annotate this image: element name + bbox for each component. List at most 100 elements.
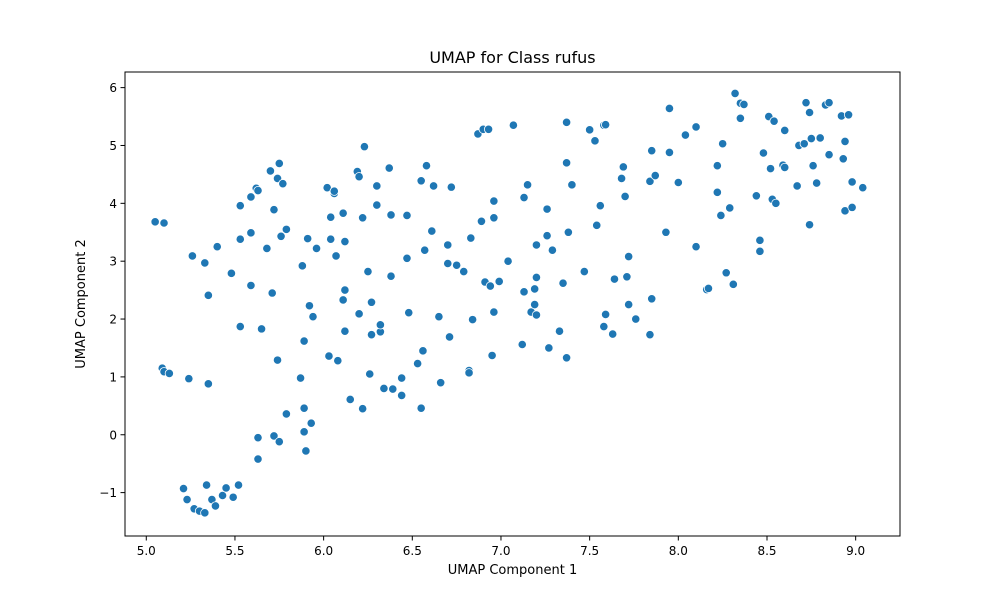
data-point xyxy=(718,139,728,149)
data-point xyxy=(269,431,279,441)
data-point xyxy=(366,297,377,307)
data-point xyxy=(372,181,382,191)
data-point xyxy=(661,227,671,237)
data-point xyxy=(226,268,237,278)
data-point xyxy=(673,177,683,188)
x-tick-label: 6.0 xyxy=(314,544,333,558)
data-point xyxy=(201,480,212,490)
data-point xyxy=(274,437,284,447)
data-point xyxy=(331,251,341,261)
data-point xyxy=(542,231,552,241)
data-point xyxy=(476,216,487,226)
data-point xyxy=(262,243,272,254)
data-point xyxy=(402,253,412,263)
y-tick-label: 1 xyxy=(109,370,117,384)
data-point xyxy=(379,383,389,394)
data-point xyxy=(443,240,453,250)
data-point xyxy=(466,233,476,243)
data-point xyxy=(544,343,554,353)
data-point xyxy=(563,227,573,237)
data-point xyxy=(483,124,494,134)
data-point xyxy=(519,287,529,297)
data-point xyxy=(187,251,197,261)
data-point xyxy=(771,198,781,208)
data-point xyxy=(601,120,611,130)
x-axis: 5.0 5.5 6.0 6.5 7.0 7.5 8.0 8.5 9.0 xyxy=(137,536,865,558)
y-tick-label: 5 xyxy=(109,139,117,153)
data-point xyxy=(326,212,336,222)
data-point xyxy=(780,162,790,173)
data-point xyxy=(311,243,322,254)
data-point xyxy=(354,172,364,182)
data-point xyxy=(579,266,589,277)
data-point xyxy=(624,251,634,262)
data-point xyxy=(751,191,761,201)
data-point xyxy=(730,88,740,99)
data-point xyxy=(235,201,245,211)
data-point xyxy=(397,373,407,383)
data-point xyxy=(531,240,542,250)
data-point xyxy=(274,158,284,169)
data-point xyxy=(363,266,373,277)
data-point xyxy=(329,186,339,196)
data-point xyxy=(590,136,600,146)
data-point xyxy=(522,180,533,190)
data-point xyxy=(404,308,414,318)
data-point xyxy=(452,260,462,270)
data-point xyxy=(815,133,825,143)
data-point xyxy=(799,139,809,149)
data-point xyxy=(340,285,350,295)
x-tick-label: 6.5 xyxy=(403,544,422,558)
data-point xyxy=(691,242,701,252)
data-point xyxy=(503,256,513,266)
data-point xyxy=(246,280,256,291)
data-point xyxy=(769,116,779,126)
data-point xyxy=(267,288,277,298)
data-point xyxy=(444,332,455,342)
data-point xyxy=(228,492,238,502)
data-point xyxy=(340,326,350,336)
data-point xyxy=(531,272,542,282)
data-point xyxy=(301,446,311,456)
data-point xyxy=(359,142,370,152)
data-point xyxy=(843,110,854,120)
data-point xyxy=(624,299,634,310)
data-point xyxy=(434,312,444,322)
data-point xyxy=(200,258,210,268)
data-point xyxy=(645,330,655,340)
data-point xyxy=(806,133,816,144)
x-tick-label: 5.5 xyxy=(225,544,244,558)
data-point xyxy=(558,278,568,288)
data-point xyxy=(345,394,355,405)
data-point xyxy=(508,120,518,130)
data-point xyxy=(758,148,769,158)
data-point xyxy=(721,268,731,278)
x-axis-label: UMAP Component 1 xyxy=(448,563,577,578)
data-point xyxy=(601,309,611,320)
data-point xyxy=(388,384,398,394)
data-point xyxy=(847,177,857,187)
data-point xyxy=(712,187,722,197)
data-point xyxy=(182,494,192,505)
data-point xyxy=(792,181,802,191)
data-point xyxy=(402,210,412,221)
data-point xyxy=(801,98,811,108)
data-point xyxy=(755,246,765,256)
chart-title: UMAP for Class rufus xyxy=(429,48,595,67)
data-point xyxy=(847,202,857,212)
data-point xyxy=(680,130,691,140)
data-point xyxy=(386,210,396,220)
data-point xyxy=(755,235,765,245)
data-point xyxy=(739,99,749,110)
data-point xyxy=(246,228,256,238)
data-point xyxy=(384,163,394,173)
data-point xyxy=(436,378,446,388)
data-point xyxy=(485,281,495,291)
data-point xyxy=(233,480,244,490)
y-tick-label: −1 xyxy=(99,486,117,500)
data-point xyxy=(664,103,675,114)
data-point xyxy=(338,208,348,218)
data-point xyxy=(824,98,834,108)
data-point xyxy=(428,181,439,191)
